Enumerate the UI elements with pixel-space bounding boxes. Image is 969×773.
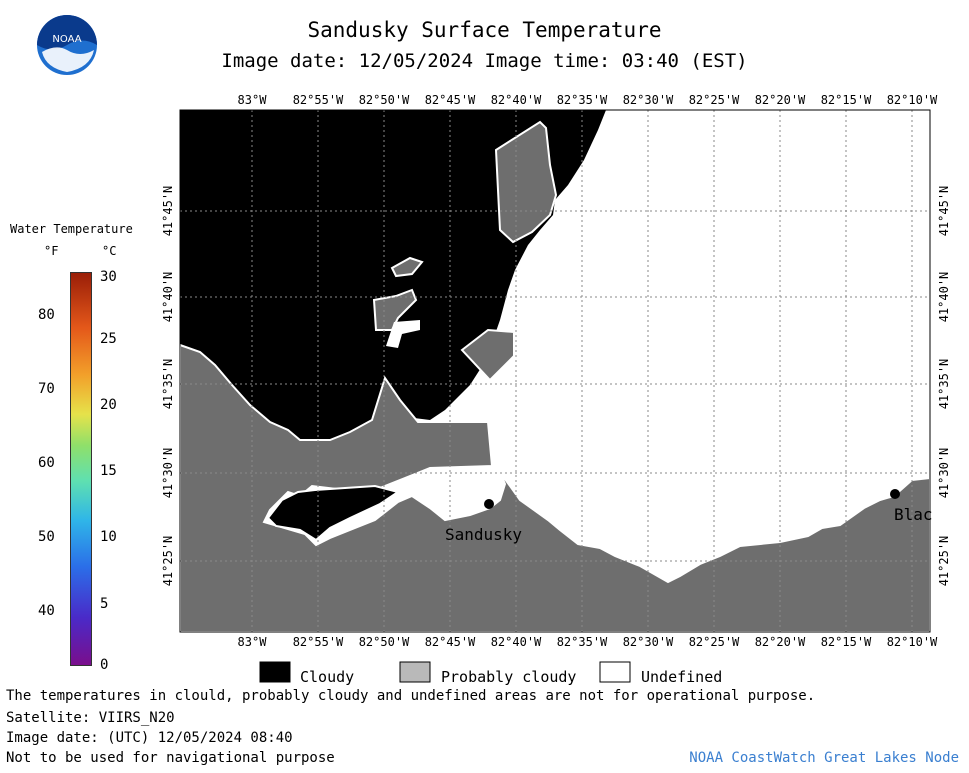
- legend-unit-c: °C: [102, 244, 117, 258]
- fahrenheit-tick-label: 60: [38, 455, 55, 471]
- probably-cloudy-region-island-1: [460, 328, 515, 382]
- fahrenheit-tick-label: 70: [38, 381, 55, 397]
- longitude-label: 82°50'W: [359, 635, 410, 649]
- longitude-label: 83°W: [238, 635, 268, 649]
- probably-cloudy-region-north: [494, 120, 558, 244]
- longitude-label: 82°45'W: [425, 93, 476, 107]
- legend-cloudy-swatch: [259, 661, 291, 683]
- latitude-label: 41°40'N: [937, 272, 951, 323]
- longitude-label: 82°40'W: [491, 93, 542, 107]
- fahrenheit-tick-label: 80: [38, 307, 55, 323]
- fahrenheit-tick-label: 50: [38, 529, 55, 545]
- satellite-info: Satellite: VIIRS_N20: [6, 710, 175, 726]
- celsius-tick-label: 15: [100, 463, 117, 479]
- legend-undefined-swatch: [599, 661, 631, 683]
- longitude-label: 82°15'W: [821, 635, 872, 649]
- legend-cloudy-label: Cloudy: [300, 668, 354, 686]
- probably-cloudy-region-shore: [179, 343, 931, 633]
- celsius-tick-label: 10: [100, 529, 117, 545]
- disclaimer-note: The temperatures in clould, probably clo…: [6, 688, 816, 704]
- longitude-label: 82°35'W: [557, 635, 608, 649]
- legend-title: Water Temperature: [10, 222, 133, 236]
- utc-image-date: Image date: (UTC) 12/05/2024 08:40: [6, 730, 293, 746]
- latitude-label: 41°30'N: [937, 448, 951, 499]
- celsius-tick-label: 25: [100, 331, 117, 347]
- longitude-label: 82°55'W: [293, 93, 344, 107]
- fahrenheit-tick-label: 40: [38, 603, 55, 619]
- sandusky-label: Sandusky: [445, 525, 522, 544]
- legend-probably-cloudy-label: Probably cloudy: [441, 668, 576, 686]
- longitude-labels-bottom: 83°W 82°55'W 82°50'W 82°45'W 82°40'W 82°35'W 8…: [238, 635, 939, 649]
- longitude-label: 82°15'W: [821, 93, 872, 107]
- noaa-logo-text: NOAA: [52, 34, 81, 45]
- longitude-label: 82°10'W: [887, 635, 938, 649]
- cloudy-peninsula: [266, 484, 401, 542]
- noaa-logo: NOAA: [37, 15, 97, 75]
- graticule: [180, 110, 930, 632]
- longitude-label: 82°55'W: [293, 635, 344, 649]
- longitude-labels-top: 83°W 82°55'W 82°50'W 82°45'W 82°40'W 82°35'W 8…: [238, 93, 939, 107]
- map-regions: [179, 110, 931, 633]
- temperature-colorbar: [70, 272, 92, 666]
- latitude-label: 41°25'N: [937, 536, 951, 587]
- longitude-label: 82°20'W: [755, 635, 806, 649]
- probably-cloudy-region-island-3: [390, 256, 424, 278]
- blac-label: Blac: [894, 505, 933, 524]
- celsius-tick-label: 0: [100, 657, 109, 673]
- latitude-labels-right: 41°45'N 41°40'N 41°35'N 41°30'N 41°25'N: [937, 186, 951, 587]
- longitude-label: 82°30'W: [623, 93, 674, 107]
- latitude-label: 41°45'N: [937, 186, 951, 237]
- latitude-label: 41°40'N: [161, 272, 175, 323]
- latitude-labels-left: 41°45'N 41°40'N 41°35'N 41°30'N 41°25'N: [161, 186, 175, 587]
- blac-marker: [890, 489, 900, 499]
- map-frame: [179, 109, 931, 633]
- image-date-time: Image date: 12/05/2024 Image time: 03:40…: [221, 50, 748, 72]
- undefined-patch: [386, 320, 420, 348]
- latitude-label: 41°35'N: [161, 359, 175, 410]
- longitude-label: 82°20'W: [755, 93, 806, 107]
- legend-undefined-label: Undefined: [641, 668, 722, 686]
- coastwatch-node: NOAA CoastWatch Great Lakes Node: [689, 750, 959, 766]
- longitude-label: 82°25'W: [689, 93, 740, 107]
- celsius-tick-label: 20: [100, 397, 117, 413]
- legend-unit-f: °F: [44, 244, 59, 258]
- longitude-label: 82°30'W: [623, 635, 674, 649]
- longitude-label: 82°35'W: [557, 93, 608, 107]
- navigation-warning: Not to be used for navigational purpose: [6, 750, 335, 766]
- celsius-tick-label: 5: [100, 596, 109, 612]
- sandusky-marker: [484, 499, 494, 509]
- longitude-label: 82°25'W: [689, 635, 740, 649]
- celsius-tick-label: 30: [100, 269, 117, 285]
- map-title: Sandusky Surface Temperature: [307, 18, 662, 42]
- longitude-label: 83°W: [238, 93, 268, 107]
- longitude-label: 82°45'W: [425, 635, 476, 649]
- longitude-label: 82°40'W: [491, 635, 542, 649]
- longitude-label: 82°50'W: [359, 93, 410, 107]
- longitude-label: 82°10'W: [887, 93, 938, 107]
- latitude-label: 41°45'N: [161, 186, 175, 237]
- latitude-label: 41°25'N: [161, 536, 175, 587]
- latitude-label: 41°35'N: [937, 359, 951, 410]
- legend-probably-cloudy-swatch: [399, 661, 431, 683]
- latitude-label: 41°30'N: [161, 448, 175, 499]
